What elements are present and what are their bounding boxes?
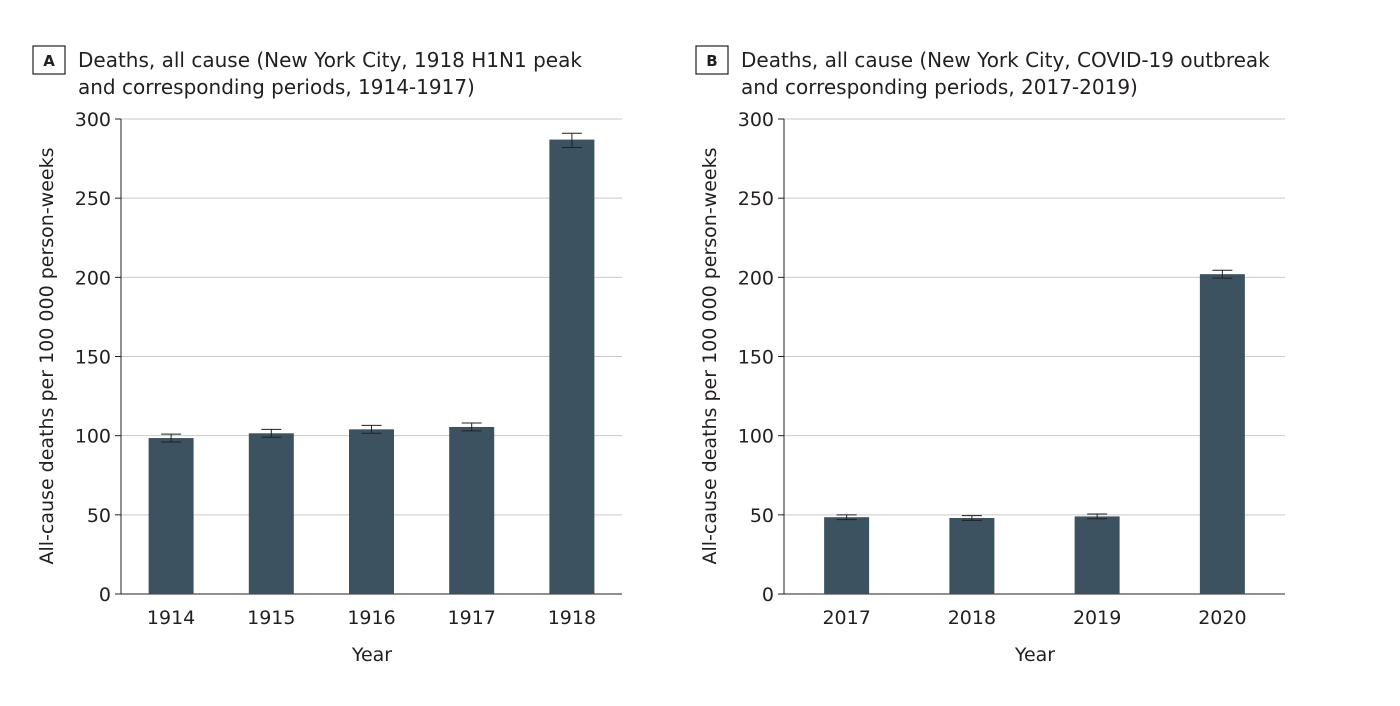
panel-a-y-tick-label: 200 [75,267,111,289]
panel-a-y-tick-label: 300 [75,109,111,131]
panel-b-y-axis-label: All-cause deaths per 100 000 person-week… [699,147,721,564]
panel-a-y-tick-label: 150 [75,347,111,369]
panel-a-y-tick-label: 100 [75,426,111,448]
panel-b-bar-2019 [1074,516,1120,594]
panel-a-bar-1915 [248,433,294,594]
panel-a-x-tick-label-1918: 1918 [548,607,596,629]
panel-a-x-tick-label-1914: 1914 [147,607,195,629]
panel-a-badge [32,45,66,75]
panel-b-title-line-2: and corresponding periods, 2017-2019) [741,75,1138,99]
panel-a-error-bar-1915 [261,428,282,438]
panel-b-plot-area: 0 50 100 150 200 250 300 2017 2018 2019 2020 [738,109,1285,629]
panel-b-x-axis-label: Year [1014,644,1055,666]
panel-a-error-bar-1914 [161,433,182,443]
panel-b-y-tick-label: 50 [750,505,774,527]
panel-b-y-tick-label: 300 [738,109,774,131]
panel-b-bar-2018 [949,518,995,594]
panel-a-y-axis-label: All-cause deaths per 100 000 person-week… [36,147,58,564]
panel-b-error-bar-2019 [1087,513,1108,520]
panel-a-y-tick-label: 50 [87,505,111,527]
panel-b-title-line-1: Deaths, all cause (New York City, COVID-… [741,48,1270,72]
panel-a-y-tick-label: 250 [75,188,111,210]
panel-b-badge-label: B [706,52,717,70]
panel-a-error-bar-1917 [461,422,482,432]
panel-b-y-tick-label: 150 [738,347,774,369]
panel-b-badge [695,45,729,75]
panel-b-error-bar-2017 [836,514,857,521]
panel-b-y-tick-label: 200 [738,267,774,289]
panel-a-bar-1918 [549,139,595,595]
panel-b-x-tick-label-2017: 2017 [822,607,870,629]
panel-a-bar-1917 [449,426,495,594]
panel-b-x-tick-label-2020: 2020 [1198,607,1246,629]
panel-a-bar-1916 [349,429,394,594]
panel-b: B Deaths, all cause (New York City, COVI… [695,45,1285,666]
panel-a-error-bar-1916 [361,424,382,434]
panel-a-y-tick-label: 0 [99,584,111,606]
panel-b-y-tick-label: 0 [762,584,774,606]
panel-a-x-tick-label-1917: 1917 [448,607,496,629]
panel-a-x-tick-label-1915: 1915 [247,607,295,629]
panel-b-x-tick-label-2018: 2018 [948,607,996,629]
panel-a-error-bar-1918 [561,132,582,148]
panel-a-title-line-2: and corresponding periods, 1914-1917) [78,75,475,99]
panel-b-y-tick-label: 100 [738,426,774,448]
panel-b-error-bar-2018 [961,515,982,521]
panel-b-bar-2020 [1199,274,1245,594]
panel-a-x-axis-label: Year [351,644,392,666]
panel-a-badge-label: A [43,52,55,70]
panel-a-title-line-1: Deaths, all cause (New York City, 1918 H… [78,48,582,72]
panel-b-bar-2017 [824,517,870,594]
panel-a: A Deaths, all cause (New York City, 1918… [32,45,622,666]
panel-a-x-tick-label-1916: 1916 [347,607,395,629]
panel-b-y-tick-label: 250 [738,188,774,210]
panel-b-error-bar-2020 [1212,269,1233,279]
panel-b-x-tick-label-2019: 2019 [1073,607,1121,629]
panel-a-plot-area: 0 50 100 150 200 250 300 1914 1915 1916 1917 1918 [75,109,622,629]
panel-a-bar-1914 [148,438,194,594]
